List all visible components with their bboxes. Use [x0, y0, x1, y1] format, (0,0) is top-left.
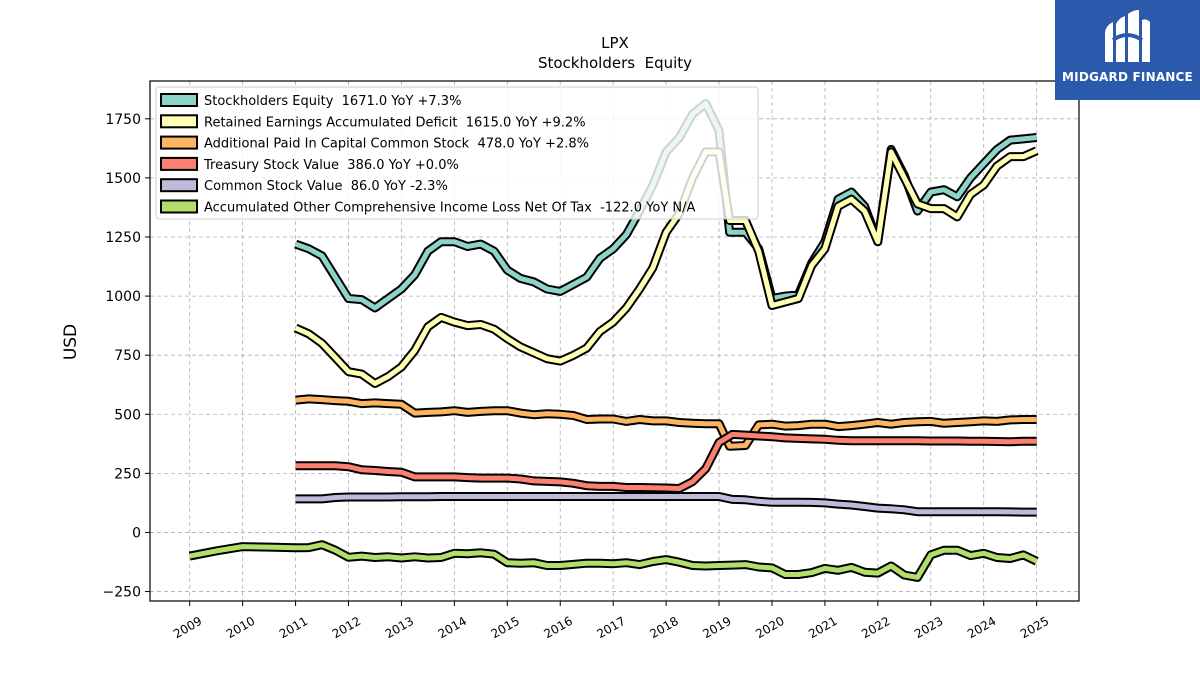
x-tick-label: 2013	[383, 614, 416, 641]
x-tick-label: 2015	[489, 614, 522, 641]
legend-entry-3: Treasury Stock Value 386.0 YoY +0.0%	[160, 156, 459, 173]
x-tick-label: 2009	[171, 614, 204, 641]
series-stroke	[295, 396, 1037, 449]
x-tick-label: 2010	[224, 614, 257, 641]
y-tick-label: 1500	[105, 171, 141, 187]
legend-swatch	[160, 199, 198, 214]
legend-label: Treasury Stock Value 386.0 YoY +0.0%	[203, 158, 459, 173]
x-tick-label: 2021	[806, 614, 839, 641]
series-lines	[188, 99, 1039, 582]
legend-entry-5: Accumulated Other Comprehensive Income L…	[160, 199, 695, 216]
y-tick-label: 1750	[105, 112, 141, 128]
legend: Stockholders Equity 1671.0 YoY +7.3% Reta…	[155, 86, 759, 220]
y-tick-label: 750	[114, 348, 141, 364]
x-tick-label: 2024	[965, 614, 998, 641]
series-line-2	[295, 394, 1037, 451]
legend-swatch	[160, 93, 198, 107]
legend-label: Stockholders Equity 1671.0 YoY +7.3%	[204, 94, 461, 109]
legend-label: Common Stock Value 86.0 YoY -2.3%	[204, 179, 448, 194]
y-tick-label: 1250	[105, 230, 141, 246]
y-tick-label: 1000	[105, 289, 141, 305]
series-stroke	[294, 148, 1038, 386]
x-tick-label: 2014	[436, 614, 469, 641]
series-stroke	[295, 494, 1037, 515]
x-tick-label: 2016	[542, 614, 575, 641]
x-tick-label: 2012	[330, 614, 363, 641]
legend-swatch	[160, 178, 198, 193]
y-tick-label: 500	[114, 407, 141, 423]
legend-entry-0: Stockholders Equity 1671.0 YoY +7.3%	[160, 93, 461, 109]
brand-logo: MIDGARD FINANCE	[1055, 0, 1200, 100]
chart-title: LPX	[601, 34, 629, 52]
plot-frame	[149, 80, 1080, 602]
chart-subtitle: Stockholders Equity	[538, 54, 692, 72]
legend-swatch	[160, 114, 198, 129]
legend-entry-1: Retained Earnings Accumulated Deficit 16…	[160, 114, 586, 130]
brand-name: MIDGARD FINANCE	[1062, 70, 1193, 84]
x-tick-label: 2018	[647, 614, 680, 641]
x-axis: 2009 2010 2011 2012 2013 2014 2015 2016 2017 2018…	[171, 601, 1051, 641]
series-line-3	[295, 429, 1037, 493]
y-tick-label: 0	[132, 525, 141, 541]
legend-entry-4: Common Stock Value 86.0 YoY -2.3%	[160, 178, 448, 194]
legend-swatch	[160, 135, 198, 150]
x-tick-label: 2019	[700, 614, 733, 641]
y-tick-label: 250	[114, 466, 141, 482]
series-stroke	[189, 542, 1038, 580]
x-tick-label: 2023	[912, 614, 945, 641]
x-tick-label: 2022	[859, 614, 892, 641]
series-line-1	[293, 146, 1039, 388]
series-line-5	[188, 540, 1039, 582]
x-tick-label: 2011	[277, 614, 310, 641]
legend-box	[155, 86, 759, 220]
midgard-logo-icon	[1105, 10, 1150, 62]
x-tick-label: 2020	[753, 614, 786, 641]
legend-label: Accumulated Other Comprehensive Income L…	[204, 201, 695, 216]
legend-label: Retained Earnings Accumulated Deficit 16…	[204, 115, 586, 130]
legend-swatch	[160, 156, 198, 171]
y-axis-label: USD	[61, 324, 81, 360]
series-stroke	[295, 431, 1037, 491]
series-line-4	[295, 492, 1037, 517]
y-axis: −250 0 250 500 750 1000 1250 1500 1750	[103, 112, 150, 601]
x-tick-label: 2017	[594, 614, 627, 641]
y-tick-label: −250	[103, 585, 141, 601]
legend-entry-2: Additional Paid In Capital Common Stock …	[160, 135, 589, 152]
legend-label: Additional Paid In Capital Common Stock …	[204, 137, 589, 152]
x-tick-label: 2025	[1018, 614, 1051, 641]
